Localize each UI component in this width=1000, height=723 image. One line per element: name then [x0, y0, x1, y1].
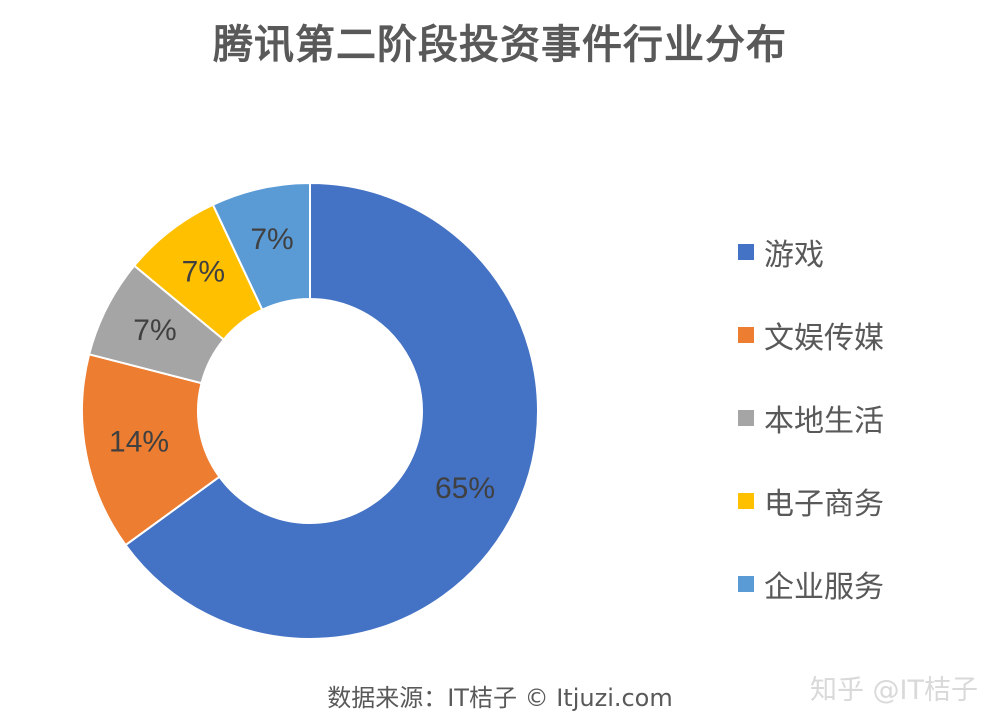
- legend-item-4: 企业服务: [738, 542, 978, 625]
- legend-item-2: 本地生活: [738, 376, 978, 459]
- slice-4: [211, 181, 311, 311]
- slice-0: [124, 181, 539, 640]
- slice-labels: 65%14%7%7%7%: [109, 223, 495, 505]
- donut-slices: [81, 181, 539, 640]
- legend-swatch-4: [738, 575, 754, 592]
- chart-title: 腾讯第二阶段投资事件行业分布: [213, 22, 787, 68]
- legend: 游戏 文娱传媒 本地生活 电子商务 企业服务: [738, 210, 978, 625]
- slice-label-3: 7%: [182, 255, 225, 288]
- legend-item-1: 文娱传媒: [738, 293, 978, 376]
- legend-label-4: 企业服务: [764, 569, 884, 605]
- legend-swatch-2: [738, 409, 754, 426]
- legend-item-0: 游戏: [738, 210, 978, 293]
- legend-label-2: 本地生活: [764, 403, 884, 439]
- legend-item-3: 电子商务: [738, 459, 978, 542]
- legend-swatch-1: [738, 326, 754, 343]
- slice-label-2: 7%: [133, 314, 176, 347]
- slice-label-1: 14%: [109, 426, 169, 459]
- legend-label-3: 电子商务: [764, 486, 884, 522]
- slice-label-4: 7%: [250, 223, 293, 256]
- legend-label-0: 游戏: [764, 237, 824, 273]
- watermark: 知乎 @IT桔子: [809, 675, 978, 706]
- legend-swatch-3: [738, 492, 754, 509]
- slice-label-0: 65%: [435, 472, 495, 505]
- legend-label-1: 文娱传媒: [764, 320, 884, 356]
- source-note: 数据来源：IT桔子 © Itjuzi.com: [327, 684, 673, 712]
- legend-swatch-0: [738, 243, 754, 260]
